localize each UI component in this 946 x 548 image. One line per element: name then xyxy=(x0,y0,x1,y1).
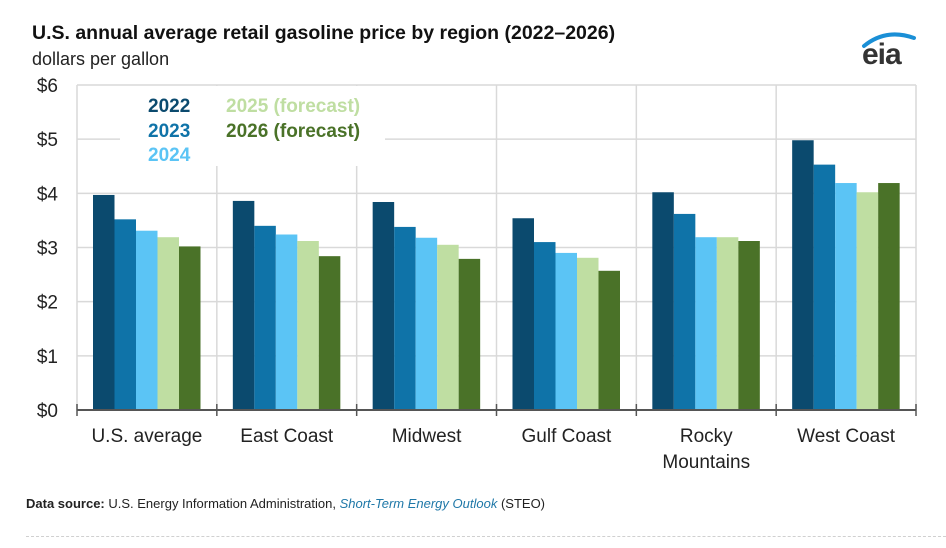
bar-2023-west-coast xyxy=(813,164,836,410)
legend-item: 2022 xyxy=(148,96,190,117)
source-suffix: (STEO) xyxy=(497,496,546,511)
bar-2025-west-coast xyxy=(856,192,879,410)
bar-2023-midwest xyxy=(394,226,416,410)
y-tick-label: $2 xyxy=(37,293,58,314)
legend-box xyxy=(120,86,385,166)
source-text: U.S. Energy Information Administration, xyxy=(104,496,340,511)
bar-2026-rocky-mountains xyxy=(738,241,760,410)
bar-2022-east-coast xyxy=(232,200,255,410)
bar-2024-rocky-mountains xyxy=(695,237,717,410)
bar-2022-gulf-coast xyxy=(512,218,534,410)
bar-2022-u-s-average xyxy=(93,194,115,410)
y-tick-label: $0 xyxy=(37,401,58,422)
bar-2024-midwest xyxy=(415,237,438,410)
bar-2025-gulf-coast xyxy=(577,257,599,410)
y-tick-label: $5 xyxy=(37,130,58,151)
bar-2025-midwest xyxy=(437,244,459,410)
chart-title: U.S. annual average retail gasoline pric… xyxy=(32,22,616,44)
data-source: Data source: U.S. Energy Information Adm… xyxy=(26,496,545,511)
bar-2022-west-coast xyxy=(792,140,814,410)
logo-swoosh-icon xyxy=(862,32,916,48)
source-label: Data source: xyxy=(26,496,105,511)
bar-2023-east-coast xyxy=(254,225,276,410)
y-tick-label: $4 xyxy=(37,184,59,205)
y-tick-label: $3 xyxy=(37,239,58,260)
bar-2024-east-coast xyxy=(275,234,298,410)
steo-link[interactable]: Short-Term Energy Outlook xyxy=(339,496,498,511)
bar-2026-west-coast xyxy=(878,183,900,410)
bar-2026-midwest xyxy=(458,258,481,410)
chart-subtitle: dollars per gallon xyxy=(32,49,170,69)
bar-2023-gulf-coast xyxy=(534,242,556,410)
bar-2024-u-s-average xyxy=(136,230,158,410)
bar-2025-rocky-mountains xyxy=(716,237,739,410)
bar-2022-rocky-mountains xyxy=(652,192,674,410)
bar-2026-east-coast xyxy=(318,256,341,410)
legend-item: 2024 xyxy=(148,145,191,166)
bar-2026-gulf-coast xyxy=(598,270,620,410)
bar-2023-u-s-average xyxy=(114,219,136,410)
legend-item: 2023 xyxy=(148,121,190,142)
legend-item: 2025 (forecast) xyxy=(226,96,360,117)
bar-2024-gulf-coast xyxy=(555,252,577,410)
bar-2024-west-coast xyxy=(835,183,857,410)
legend-item: 2026 (forecast) xyxy=(226,121,360,142)
x-category-label: East Coast xyxy=(240,426,334,447)
x-category-label: Mountains xyxy=(662,452,750,473)
eia-logo: eia xyxy=(856,26,922,72)
x-category-label: Rocky xyxy=(680,426,733,447)
bar-2025-u-s-average xyxy=(157,237,179,410)
bar-2022-midwest xyxy=(372,202,395,410)
y-tick-label: $6 xyxy=(37,76,58,97)
logo-text: eia xyxy=(862,38,902,71)
x-category-label: U.S. average xyxy=(91,426,202,447)
x-category-label: Midwest xyxy=(392,426,462,447)
x-category-label: Gulf Coast xyxy=(522,426,612,447)
bar-2026-u-s-average xyxy=(179,246,201,410)
bar-2025-east-coast xyxy=(297,241,319,410)
x-category-label: West Coast xyxy=(797,426,896,447)
y-tick-label: $1 xyxy=(37,347,58,368)
footer-divider xyxy=(26,536,946,537)
bar-2023-rocky-mountains xyxy=(673,213,696,410)
